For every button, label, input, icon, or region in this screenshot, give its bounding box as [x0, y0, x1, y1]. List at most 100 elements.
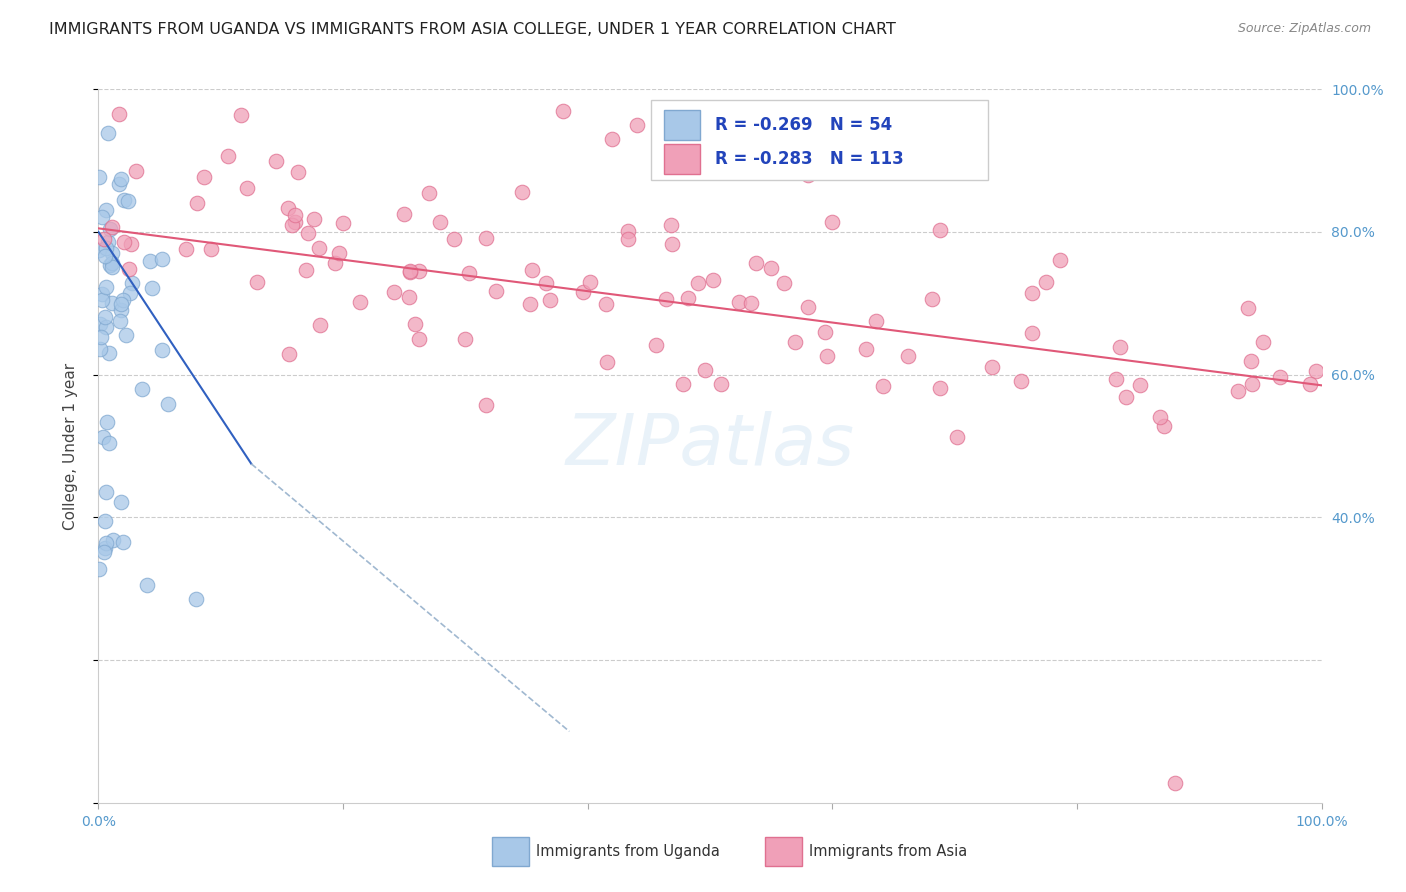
- Point: [94, 202, 117, 217]
- Point: [454, 332, 477, 346]
- Point: [121, 276, 143, 290]
- Point: [815, 349, 838, 363]
- Point: [150, 343, 173, 357]
- Point: [761, 260, 783, 275]
- Y-axis label: College, Under 1 year: College, Under 1 year: [63, 362, 77, 530]
- Point: [617, 224, 640, 238]
- Point: [136, 578, 159, 592]
- Point: [579, 275, 602, 289]
- Point: [284, 208, 307, 222]
- Point: [783, 335, 806, 350]
- Point: [1227, 384, 1250, 398]
- Point: [98, 222, 121, 236]
- Point: [101, 533, 124, 548]
- Point: [186, 592, 208, 607]
- Point: [644, 338, 666, 352]
- Point: [332, 216, 354, 230]
- Point: [659, 218, 682, 232]
- Point: [89, 169, 111, 184]
- FancyBboxPatch shape: [651, 100, 987, 180]
- Point: [278, 346, 301, 360]
- Point: [120, 236, 142, 251]
- Point: [297, 226, 319, 240]
- Point: [98, 346, 121, 360]
- FancyBboxPatch shape: [765, 837, 801, 865]
- Point: [408, 333, 430, 347]
- Point: [740, 296, 762, 310]
- Point: [87, 243, 110, 257]
- Point: [328, 246, 350, 260]
- Point: [1021, 326, 1043, 340]
- Point: [1237, 301, 1260, 315]
- Point: [110, 495, 132, 509]
- Point: [897, 349, 920, 363]
- Point: [308, 318, 330, 332]
- Point: [264, 154, 287, 169]
- Point: [100, 246, 122, 260]
- Point: [392, 207, 415, 221]
- Point: [94, 310, 117, 325]
- Point: [661, 236, 683, 251]
- Point: [1251, 335, 1274, 350]
- Point: [1305, 364, 1327, 378]
- Point: [1108, 340, 1130, 354]
- Point: [90, 293, 112, 308]
- FancyBboxPatch shape: [492, 837, 529, 865]
- Point: [308, 241, 330, 255]
- Point: [100, 260, 122, 274]
- Point: [93, 545, 115, 559]
- Point: [90, 329, 112, 343]
- Point: [108, 107, 131, 121]
- Point: [157, 397, 180, 411]
- Point: [217, 149, 239, 163]
- Text: Immigrants from Uganda: Immigrants from Uganda: [536, 844, 720, 859]
- Point: [534, 276, 557, 290]
- Text: IMMIGRANTS FROM UGANDA VS IMMIGRANTS FROM ASIA COLLEGE, UNDER 1 YEAR CORRELATION: IMMIGRANTS FROM UGANDA VS IMMIGRANTS FRO…: [49, 22, 896, 37]
- Point: [1299, 376, 1322, 391]
- Point: [475, 231, 498, 245]
- Point: [595, 297, 617, 311]
- Point: [398, 290, 420, 304]
- Point: [111, 535, 134, 549]
- Point: [229, 108, 252, 122]
- Point: [1240, 353, 1263, 368]
- Point: [702, 273, 724, 287]
- Point: [174, 242, 197, 256]
- Point: [655, 292, 678, 306]
- Point: [821, 215, 844, 229]
- Text: ZIPatlas: ZIPatlas: [565, 411, 855, 481]
- Point: [94, 280, 117, 294]
- Point: [287, 165, 309, 179]
- Point: [96, 485, 118, 500]
- Point: [295, 263, 318, 277]
- Point: [89, 562, 111, 576]
- Point: [865, 314, 887, 328]
- Point: [94, 241, 117, 255]
- Point: [443, 232, 465, 246]
- Point: [94, 249, 117, 263]
- Point: [946, 430, 969, 444]
- Point: [186, 195, 208, 210]
- Point: [150, 252, 173, 267]
- Point: [110, 302, 132, 317]
- Point: [118, 261, 141, 276]
- Point: [429, 215, 451, 229]
- Point: [1049, 252, 1071, 267]
- Point: [699, 125, 721, 139]
- Point: [814, 325, 837, 339]
- Point: [200, 242, 222, 256]
- Point: [408, 264, 430, 278]
- Text: Source: ZipAtlas.com: Source: ZipAtlas.com: [1237, 22, 1371, 36]
- FancyBboxPatch shape: [664, 110, 700, 140]
- Point: [1035, 275, 1057, 289]
- Point: [101, 296, 124, 310]
- Point: [110, 172, 132, 186]
- Point: [596, 355, 619, 369]
- Point: [114, 327, 136, 342]
- Point: [600, 132, 623, 146]
- Point: [1115, 390, 1137, 404]
- Point: [1164, 776, 1187, 790]
- Point: [1129, 378, 1152, 392]
- Point: [519, 296, 541, 310]
- Point: [304, 212, 326, 227]
